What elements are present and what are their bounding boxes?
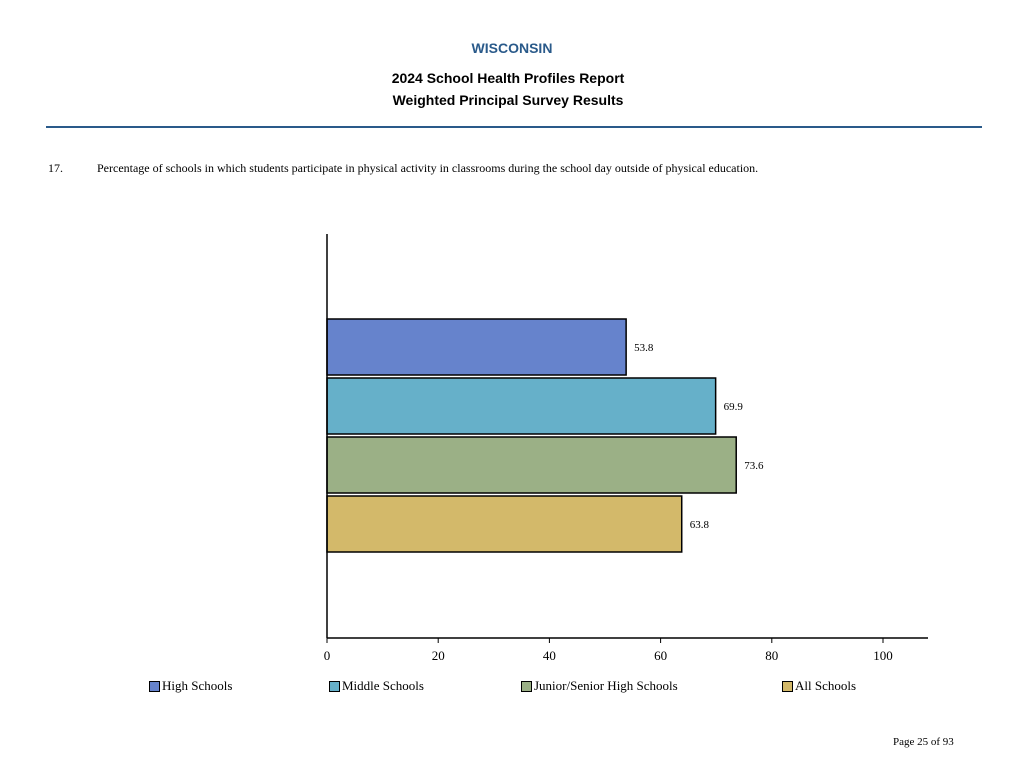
legend-item-high-schools: High Schools: [149, 678, 232, 694]
x-tick-label: 40: [543, 648, 556, 663]
header-divider: [46, 126, 982, 128]
legend-label: All Schools: [795, 678, 857, 693]
question-text: Percentage of schools in which students …: [97, 161, 759, 175]
legend-swatch: [149, 680, 160, 692]
data-label: 63.8: [690, 519, 710, 531]
legend-label: Middle Schools: [342, 678, 424, 693]
page-number: Page 25 of 93: [893, 736, 954, 748]
legend-label: Junior/Senior High Schools: [534, 678, 678, 693]
x-tick-label: 60: [654, 648, 667, 663]
bar: [326, 436, 737, 494]
x-tick-label: 80: [765, 648, 778, 663]
legend-item-middle-schools: Middle Schools: [329, 678, 424, 694]
data-label: 53.8: [634, 342, 654, 354]
legend-label: High Schools: [162, 678, 233, 693]
data-label: 69.9: [724, 401, 744, 413]
legend-swatch: [521, 680, 532, 692]
report-subtitle: Weighted Principal Survey Results: [392, 92, 624, 108]
legend-item-junior-senior-high-schools: Junior/Senior High Schools: [521, 678, 678, 694]
x-tick-label: 0: [324, 648, 331, 663]
x-tick-label: 20: [432, 648, 445, 663]
bar: [326, 377, 717, 435]
data-label: 73.6: [744, 460, 764, 472]
report-title: 2024 School Health Profiles Report: [391, 70, 625, 86]
legend-swatch: [329, 680, 340, 692]
legend-swatch: [782, 680, 793, 692]
question-number: 17.: [48, 161, 63, 175]
bar: [326, 495, 683, 553]
legend-item-all-schools: All Schools: [782, 678, 856, 694]
bar: [326, 318, 627, 376]
x-tick-label: 100: [873, 648, 893, 663]
chart-legend: High Schools Middle Schools Junior/Senio…: [0, 678, 1024, 694]
state-name: WISCONSIN: [471, 40, 553, 56]
